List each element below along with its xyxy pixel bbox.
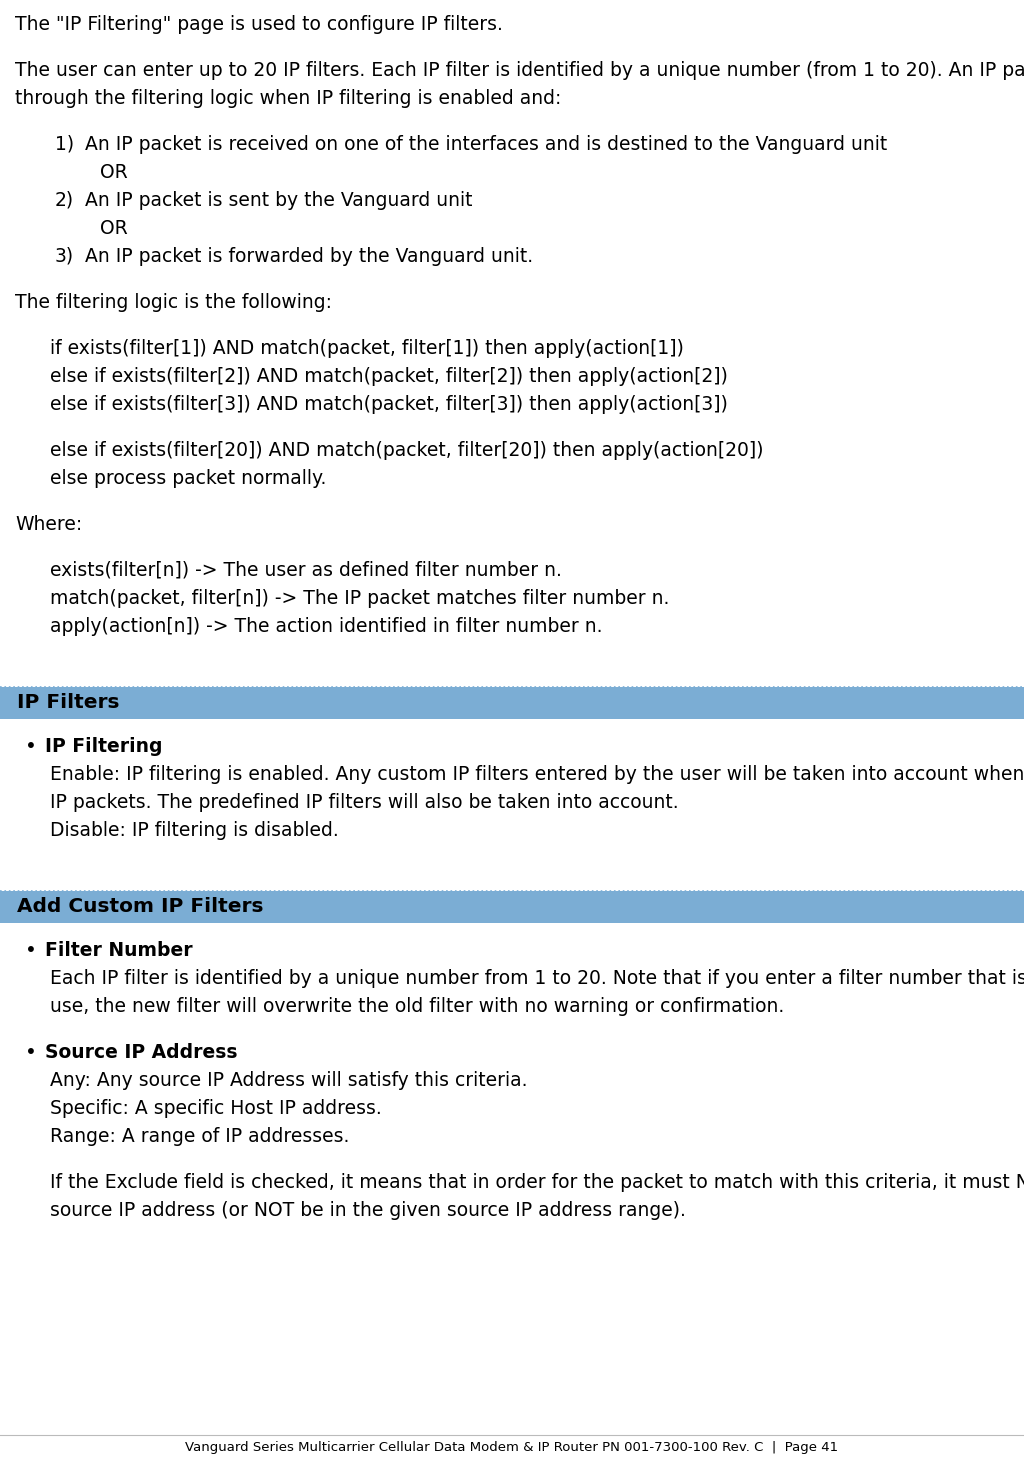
Text: OR: OR	[100, 163, 128, 182]
Text: The user can enter up to 20 IP filters. Each IP filter is identified by a unique: The user can enter up to 20 IP filters. …	[15, 61, 1024, 80]
Text: else if exists(filter[2]) AND match(packet, filter[2]) then apply(action[2]): else if exists(filter[2]) AND match(pack…	[50, 368, 728, 387]
Text: Vanguard Series Multicarrier Cellular Data Modem & IP Router PN 001-7300-100 Rev: Vanguard Series Multicarrier Cellular Da…	[185, 1441, 839, 1455]
Text: The "IP Filtering" page is used to configure IP filters.: The "IP Filtering" page is used to confi…	[15, 15, 503, 34]
Bar	[0, 891, 1024, 924]
Text: if exists(filter[1]) AND match(packet, filter[1]) then apply(action[1]): if exists(filter[1]) AND match(packet, f…	[50, 338, 684, 357]
Text: OR: OR	[100, 219, 128, 238]
Text: An IP packet is forwarded by the Vanguard unit.: An IP packet is forwarded by the Vanguar…	[85, 247, 534, 266]
Bar	[0, 687, 1024, 719]
Text: use, the new filter will overwrite the old filter with no warning or confirmatio: use, the new filter will overwrite the o…	[50, 996, 784, 1015]
Text: apply(action[n]) -> The action identified in filter number n.: apply(action[n]) -> The action identifie…	[50, 617, 602, 636]
Text: An IP packet is sent by the Vanguard unit: An IP packet is sent by the Vanguard uni…	[85, 191, 472, 210]
Text: 1): 1)	[55, 136, 74, 155]
Text: else process packet normally.: else process packet normally.	[50, 468, 327, 487]
Text: through the filtering logic when IP filtering is enabled and:: through the filtering logic when IP filt…	[15, 89, 561, 108]
Text: Where:: Where:	[15, 515, 82, 534]
Text: Each IP filter is identified by a unique number from 1 to 20. Note that if you e: Each IP filter is identified by a unique…	[50, 969, 1024, 988]
Text: Add Custom IP Filters: Add Custom IP Filters	[17, 897, 263, 916]
Text: 3): 3)	[55, 247, 74, 266]
Text: match(packet, filter[n]) -> The IP packet matches filter number n.: match(packet, filter[n]) -> The IP packe…	[50, 589, 670, 608]
Text: An IP packet is received on one of the interfaces and is destined to the Vanguar: An IP packet is received on one of the i…	[85, 136, 887, 155]
Text: else if exists(filter[20]) AND match(packet, filter[20]) then apply(action[20]): else if exists(filter[20]) AND match(pac…	[50, 441, 764, 460]
Text: exists(filter[n]) -> The user as defined filter number n.: exists(filter[n]) -> The user as defined…	[50, 562, 562, 581]
Text: The filtering logic is the following:: The filtering logic is the following:	[15, 293, 332, 312]
Text: else if exists(filter[3]) AND match(packet, filter[3]) then apply(action[3]): else if exists(filter[3]) AND match(pack…	[50, 395, 728, 414]
Text: source IP address (or NOT be in the given source IP address range).: source IP address (or NOT be in the give…	[50, 1201, 686, 1220]
Text: IP Filtering: IP Filtering	[45, 737, 163, 756]
Text: Enable: IP filtering is enabled. Any custom IP filters entered by the user will : Enable: IP filtering is enabled. Any cus…	[50, 765, 1024, 783]
Text: Specific: A specific Host IP address.: Specific: A specific Host IP address.	[50, 1099, 382, 1118]
Text: IP packets. The predefined IP filters will also be taken into account.: IP packets. The predefined IP filters wi…	[50, 794, 679, 813]
Text: Source IP Address: Source IP Address	[45, 1043, 238, 1062]
Text: •: •	[25, 737, 37, 756]
Text: If the Exclude field is checked, it means that in order for the packet to match : If the Exclude field is checked, it mean…	[50, 1173, 1024, 1192]
Text: •: •	[25, 941, 37, 960]
Text: Range: A range of IP addresses.: Range: A range of IP addresses.	[50, 1126, 349, 1145]
Text: •: •	[25, 1043, 37, 1062]
Text: IP Filters: IP Filters	[17, 693, 120, 712]
Text: 2): 2)	[55, 191, 74, 210]
Text: Any: Any source IP Address will satisfy this criteria.: Any: Any source IP Address will satisfy …	[50, 1071, 527, 1090]
Text: Disable: IP filtering is disabled.: Disable: IP filtering is disabled.	[50, 821, 339, 840]
Text: Filter Number: Filter Number	[45, 941, 193, 960]
